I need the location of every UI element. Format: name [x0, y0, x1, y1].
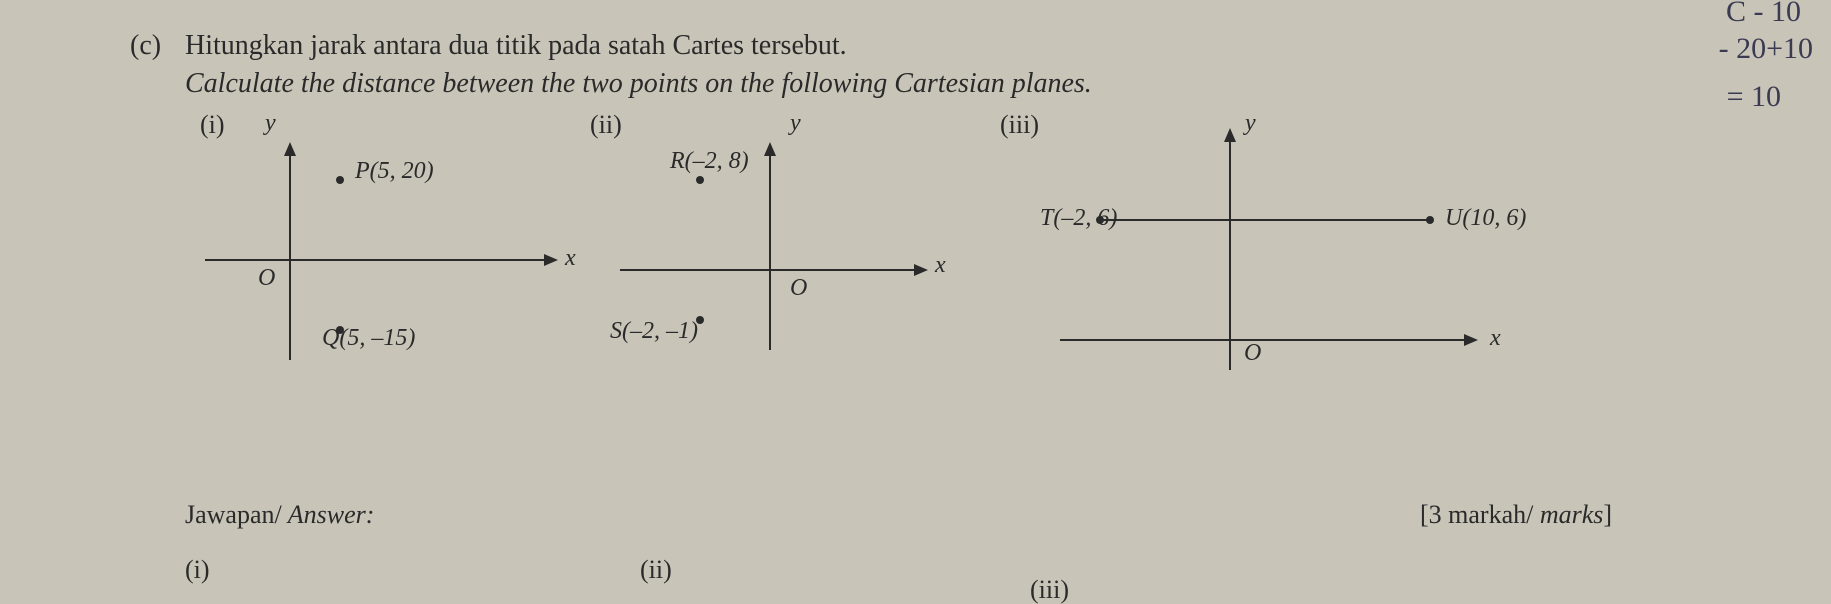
chart-i-point-p: P(5, 20) [355, 158, 434, 185]
chart-iii-x-label: x [1490, 325, 1501, 352]
chart-ii-origin: O [790, 275, 807, 302]
chart-i-point-q: Q(5, –15) [322, 325, 415, 352]
handwriting-top: C - 10 [1726, 0, 1801, 29]
question-part-label: (c) [130, 30, 161, 62]
answer-label-text: Jawapan/ [185, 500, 282, 529]
part-iii-label: (iii) [1000, 110, 1039, 140]
answer-label: Jawapan/ Answer: [185, 500, 374, 530]
marks-text: [3 markah/ [1420, 500, 1533, 529]
chart-iii [1040, 120, 1520, 400]
marks-close: ] [1603, 500, 1612, 529]
chart-iii-y-label: y [1245, 110, 1256, 137]
chart-ii-point-s: S(–2, –1) [610, 318, 698, 345]
chart-i-origin: O [258, 265, 275, 292]
chart-iii-point-u: U(10, 6) [1445, 205, 1526, 232]
chart-ii-y-label: y [790, 110, 801, 137]
chart-i-y-label: y [265, 110, 276, 137]
answer-iii: (iii) [1030, 575, 1069, 604]
chart-ii [590, 130, 990, 390]
question-line-1: Hitungkan jarak antara dua titik pada sa… [185, 30, 847, 62]
chart-ii-x-label: x [935, 252, 946, 279]
answer-label-italic: Answer: [282, 500, 375, 529]
question-line-2: Calculate the distance between the two p… [185, 68, 1092, 100]
marks-label: [3 markah/ marks] [1420, 500, 1612, 530]
chart-iii-origin: O [1244, 340, 1261, 367]
marks-italic: marks [1533, 500, 1603, 529]
chart-ii-point-r: R(–2, 8) [670, 148, 749, 175]
answer-ii: (ii) [640, 555, 672, 585]
handwriting-mid: - 20+10 [1719, 32, 1813, 66]
handwriting-bot: = 10 [1727, 80, 1781, 114]
chart-iii-point-t: T(–2, 6) [1040, 205, 1117, 232]
answer-i: (i) [185, 555, 210, 585]
chart-i-x-label: x [565, 245, 576, 272]
